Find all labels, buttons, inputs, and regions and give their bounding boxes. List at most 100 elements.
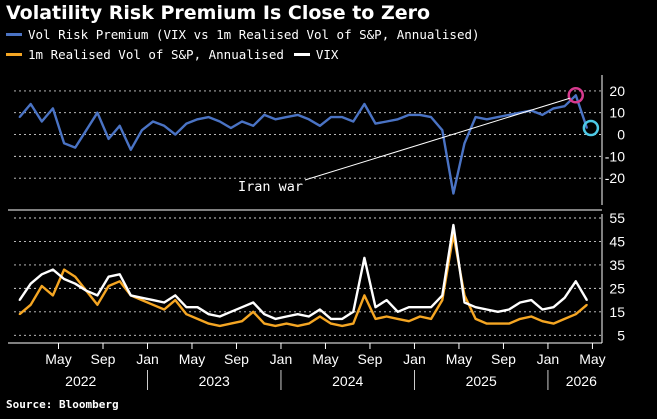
data-point xyxy=(185,313,188,316)
latest-marker-circle xyxy=(582,119,600,137)
data-point xyxy=(85,289,88,292)
data-point xyxy=(40,120,43,123)
data-point xyxy=(341,325,344,327)
y-tick-label: -20 xyxy=(605,170,625,186)
data-point xyxy=(385,120,388,123)
data-point xyxy=(174,299,177,302)
data-point xyxy=(319,308,321,311)
data-point xyxy=(385,299,388,302)
realised-vol-line xyxy=(18,233,588,328)
data-point xyxy=(419,114,421,116)
y-tick-label: 10 xyxy=(609,105,625,121)
data-point xyxy=(74,275,77,278)
y-tick-label: 35 xyxy=(609,257,625,273)
source-note: Source: Bloomberg xyxy=(6,398,119,411)
data-point xyxy=(508,114,510,116)
data-point xyxy=(552,322,555,325)
data-point xyxy=(585,299,588,302)
data-point xyxy=(385,315,388,318)
data-point xyxy=(396,317,399,320)
annotation-label: Iran war xyxy=(238,179,303,195)
data-point xyxy=(185,306,188,309)
data-point xyxy=(96,303,99,306)
realised-legend-label: 1m Realised Vol of S&P, Annualised xyxy=(28,47,284,62)
data-point xyxy=(530,315,533,318)
vrp-line xyxy=(18,94,589,195)
data-point xyxy=(574,313,577,316)
data-point xyxy=(252,124,255,127)
data-point xyxy=(263,313,266,316)
data-point xyxy=(230,127,232,129)
data-point xyxy=(430,116,433,118)
data-point xyxy=(441,294,444,297)
data-point xyxy=(29,103,32,105)
data-point xyxy=(530,299,533,302)
data-point xyxy=(307,322,310,325)
data-point xyxy=(563,105,566,108)
data-point xyxy=(296,114,299,116)
data-point xyxy=(285,322,288,325)
data-point xyxy=(430,317,433,320)
y-tick-label: 45 xyxy=(609,233,625,249)
peak-marker-circle xyxy=(567,87,585,104)
vix-legend-swatch xyxy=(293,53,310,56)
y-tick-label: -10 xyxy=(605,148,625,164)
data-point xyxy=(163,124,166,127)
data-point xyxy=(207,116,210,118)
y-tick-label: 20 xyxy=(609,83,625,99)
data-point xyxy=(574,280,577,283)
data-point xyxy=(230,310,232,313)
data-point xyxy=(252,310,255,313)
data-point xyxy=(407,320,410,323)
data-point xyxy=(52,268,54,271)
data-point xyxy=(407,306,410,309)
data-point xyxy=(118,273,121,276)
data-point xyxy=(118,124,121,127)
data-point xyxy=(52,107,54,110)
data-point xyxy=(474,116,477,118)
data-point xyxy=(485,322,488,325)
x-tick-label: May xyxy=(446,351,472,367)
data-point xyxy=(18,313,21,316)
data-point xyxy=(585,127,588,129)
legend-row-2: 1m Realised Vol of S&P, Annualised VIX xyxy=(6,47,338,62)
data-point xyxy=(330,116,332,118)
data-point xyxy=(485,118,488,121)
data-point xyxy=(63,268,65,271)
data-point xyxy=(374,306,377,309)
data-point xyxy=(319,124,321,127)
data-point xyxy=(241,306,243,309)
vrp-legend-label: Vol Risk Premium (VIX vs 1m Realised Vol… xyxy=(28,27,480,42)
data-point xyxy=(541,308,544,311)
data-point xyxy=(18,116,21,118)
data-point xyxy=(541,114,544,116)
x-tick-label: May xyxy=(179,351,205,367)
annotation-leader-line xyxy=(304,97,570,181)
data-point xyxy=(396,118,399,121)
data-point xyxy=(419,306,421,309)
data-point xyxy=(341,116,344,118)
data-point xyxy=(330,317,332,320)
data-point xyxy=(263,322,266,325)
x-year-label: 2024 xyxy=(332,373,363,389)
data-point xyxy=(319,315,321,318)
x-tick-label: Sep xyxy=(358,351,383,367)
data-point xyxy=(363,256,366,259)
data-point xyxy=(474,317,477,320)
data-point xyxy=(52,294,54,297)
data-point xyxy=(441,299,444,302)
y-tick-label: 55 xyxy=(609,210,625,226)
data-point xyxy=(574,94,577,97)
data-point xyxy=(474,306,477,309)
data-point xyxy=(152,120,154,123)
data-point xyxy=(141,296,143,299)
data-point xyxy=(141,129,143,132)
x-tick-label: Jan xyxy=(403,351,426,367)
data-point xyxy=(563,317,566,320)
data-point xyxy=(85,129,88,132)
x-tick-label: Jan xyxy=(270,351,293,367)
data-point xyxy=(218,120,221,123)
x-year-label: 2025 xyxy=(466,373,497,389)
data-point xyxy=(163,301,166,304)
data-point xyxy=(285,315,288,318)
